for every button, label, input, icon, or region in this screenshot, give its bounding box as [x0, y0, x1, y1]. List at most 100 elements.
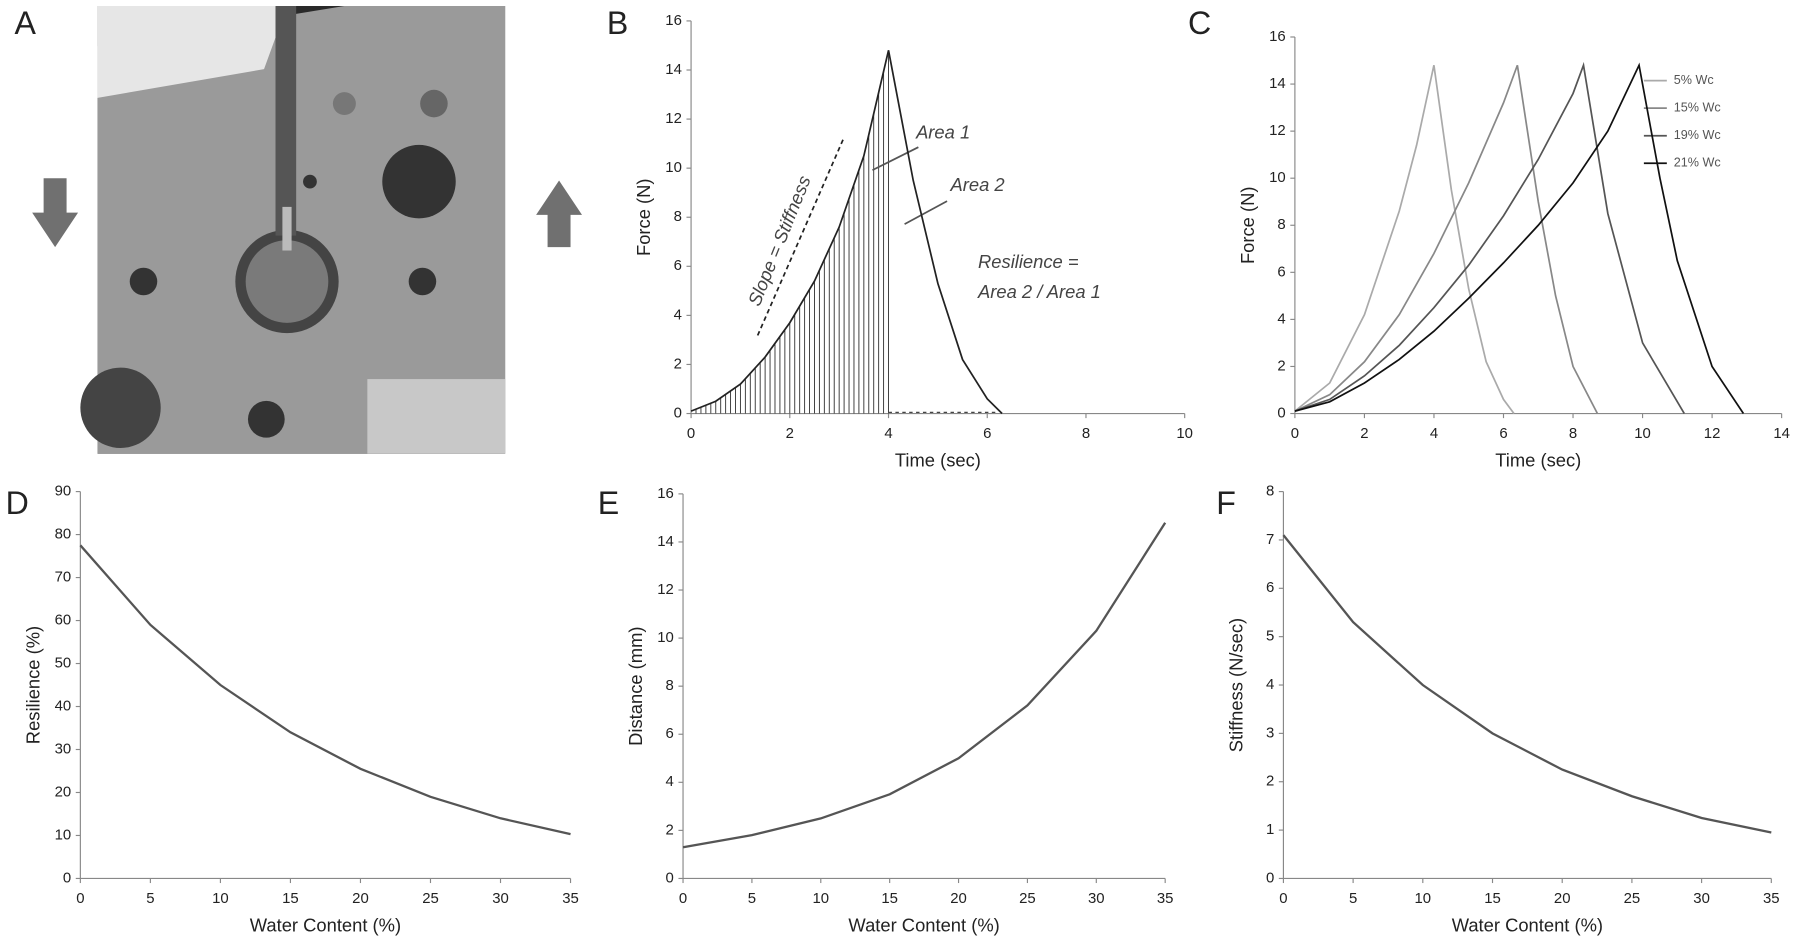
- panel-label: E: [598, 485, 619, 521]
- y-tick-label: 5: [1266, 628, 1274, 645]
- x-tick-label: 25: [1019, 890, 1036, 907]
- x-tick-label: 6: [983, 425, 991, 442]
- y-axis-title: Force (N): [1237, 186, 1258, 264]
- y-tick-label: 12: [1269, 122, 1286, 139]
- x-tick-label: 25: [1624, 890, 1641, 907]
- arrow2: [904, 200, 948, 225]
- panel-label: C: [1188, 5, 1211, 41]
- y-axis-title: Force (N): [633, 178, 654, 256]
- data-line: [1294, 61, 1686, 414]
- y-tick-label: 60: [55, 611, 72, 628]
- x-axis-title: Water Content (%): [1452, 915, 1603, 936]
- data-line: [1294, 65, 1515, 415]
- y-tick-label: 4: [666, 773, 674, 790]
- y-tick-label: 40: [55, 697, 72, 714]
- y-axis-title: Resilience (%): [22, 626, 43, 744]
- legend-label: 5% Wc: [1674, 73, 1714, 87]
- y-tick-label: 0: [63, 869, 71, 886]
- x-tick-label: 15: [1484, 890, 1501, 907]
- y-tick-label: 0: [666, 869, 674, 886]
- y-tick-label: 70: [55, 568, 72, 585]
- y-tick-label: 4: [1277, 310, 1285, 327]
- y-tick-label: 1: [1266, 821, 1274, 838]
- x-axis-title: Water Content (%): [250, 915, 401, 936]
- x-tick-label: 8: [1082, 425, 1090, 442]
- y-tick-label: 14: [657, 533, 674, 550]
- y-tick-label: 10: [55, 826, 72, 843]
- y-tick-label: 50: [55, 654, 72, 671]
- legend-label: 19% Wc: [1674, 128, 1721, 142]
- x-tick-label: 4: [884, 425, 892, 442]
- x-tick-label: 0: [1291, 425, 1299, 442]
- x-tick-label: 5: [748, 890, 756, 907]
- x-tick-label: 10: [812, 890, 829, 907]
- x-tick-label: 0: [76, 890, 84, 907]
- x-tick-label: 35: [1763, 890, 1780, 907]
- y-tick-label: 2: [666, 821, 674, 838]
- y-tick-label: 6: [1277, 263, 1285, 280]
- y-tick-label: 8: [1266, 483, 1274, 500]
- y-axis-title: Stiffness (N/sec): [1225, 618, 1246, 752]
- y-tick-label: 10: [1269, 169, 1286, 186]
- x-axis-title: Water Content (%): [848, 915, 999, 936]
- data-line: [1294, 62, 1745, 415]
- y-tick-label: 6: [674, 257, 682, 274]
- y-tick-label: 8: [666, 677, 674, 694]
- x-tick-label: 8: [1569, 425, 1577, 442]
- y-tick-label: 14: [1269, 75, 1286, 92]
- y-tick-label: 80: [55, 526, 72, 543]
- y-tick-label: 10: [657, 629, 674, 646]
- y-tick-label: 2: [1277, 357, 1285, 374]
- x-tick-label: 14: [1773, 425, 1790, 442]
- x-tick-label: 15: [881, 890, 898, 907]
- y-tick-label: 12: [657, 581, 674, 598]
- y-tick-label: 90: [55, 483, 72, 500]
- y-tick-label: 12: [665, 110, 682, 127]
- x-tick-label: 0: [679, 890, 687, 907]
- x-tick-label: 4: [1430, 425, 1438, 442]
- x-tick-label: 10: [1634, 425, 1651, 442]
- x-tick-label: 20: [1554, 890, 1571, 907]
- annotation: Area 2 / Area 1: [977, 281, 1101, 302]
- x-tick-label: 6: [1499, 425, 1507, 442]
- x-tick-label: 2: [1360, 425, 1368, 442]
- annotation: Resilience =: [978, 251, 1079, 272]
- y-tick-label: 4: [1266, 676, 1274, 693]
- legend-label: 15% Wc: [1674, 100, 1721, 114]
- panel-label: B: [607, 5, 628, 41]
- y-tick-label: 2: [1266, 773, 1274, 790]
- x-tick-label: 25: [422, 890, 439, 907]
- y-tick-label: 0: [674, 404, 682, 421]
- data-line: [1282, 534, 1772, 834]
- data-line: [1294, 64, 1599, 414]
- y-tick-label: 10: [665, 159, 682, 176]
- down-arrow: [32, 178, 79, 248]
- legend-label: 21% Wc: [1674, 156, 1721, 170]
- x-tick-label: 30: [1693, 890, 1710, 907]
- y-tick-label: 0: [1277, 404, 1285, 421]
- x-tick-label: 35: [562, 890, 579, 907]
- x-tick-label: 20: [950, 890, 967, 907]
- y-tick-label: 4: [674, 306, 682, 323]
- y-tick-label: 14: [665, 61, 682, 78]
- y-tick-label: 16: [1269, 28, 1286, 45]
- data-line: [79, 544, 571, 836]
- annotation: Area 2: [950, 174, 1005, 195]
- y-tick-label: 16: [665, 12, 682, 29]
- photo: [80, 6, 506, 454]
- x-tick-label: 0: [1279, 890, 1287, 907]
- panel-label: F: [1216, 485, 1236, 521]
- y-tick-label: 16: [657, 485, 674, 502]
- y-tick-label: 20: [55, 783, 72, 800]
- x-tick-label: 10: [212, 890, 229, 907]
- x-axis-title: Time (sec): [895, 450, 981, 471]
- x-tick-label: 5: [1349, 890, 1357, 907]
- x-tick-label: 10: [1415, 890, 1432, 907]
- panel-label: A: [15, 5, 37, 41]
- x-tick-label: 30: [492, 890, 509, 907]
- x-tick-label: 15: [282, 890, 299, 907]
- data-line: [682, 522, 1167, 849]
- x-axis-title: Time (sec): [1495, 450, 1581, 471]
- x-tick-label: 2: [786, 425, 794, 442]
- y-tick-label: 7: [1266, 531, 1274, 548]
